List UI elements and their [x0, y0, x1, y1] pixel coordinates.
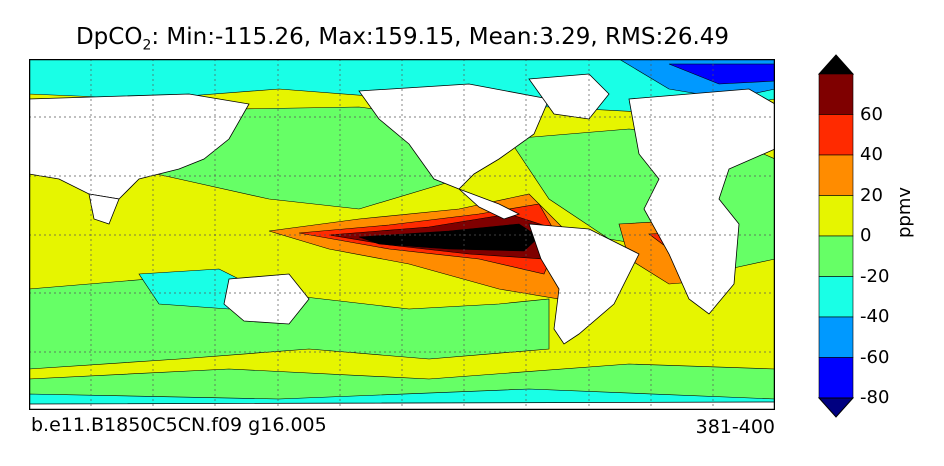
land-south-america — [528, 223, 640, 345]
land-europe-africa — [628, 88, 775, 315]
colorbar-unit-label: ppmv — [894, 186, 915, 238]
ocean-map — [29, 59, 775, 410]
colorbar-tick-label: 40 — [860, 144, 883, 165]
colorbar-band — [818, 316, 854, 358]
land-north-america — [358, 83, 550, 190]
title-stats: : Min:-115.26, Max:159.15, Mean:3.29, RM… — [151, 24, 730, 50]
colorbar-tick-label: -20 — [860, 265, 890, 287]
case-name: b.e11.B1850C5CN.f09 g16.005 — [31, 414, 327, 436]
colorbar-tick-label: -60 — [860, 346, 890, 368]
colorbar — [818, 54, 854, 418]
colorbar-tick-label: 20 — [860, 184, 883, 206]
region-equatorial-black — [358, 223, 540, 252]
colorbar-tick-label: -80 — [860, 387, 890, 408]
region-arctic-darkblue — [668, 63, 775, 85]
graticule — [29, 59, 775, 410]
land-asia — [29, 93, 250, 200]
map-title: DpCO2: Min:-115.26, Max:159.15, Mean:3.2… — [75, 24, 730, 54]
colorbar-tick-label: 0 — [860, 225, 872, 246]
colorbar-band — [818, 114, 854, 156]
year-range: 381-400 — [695, 416, 775, 438]
colorbar-extension-bottom — [818, 397, 854, 418]
colorbar-band — [818, 73, 854, 115]
continents — [29, 73, 775, 410]
colorbar-tick-label: 60 — [860, 103, 883, 125]
colorbar-tick-label: -40 — [860, 306, 890, 327]
land-india — [88, 193, 120, 225]
colorbar-band — [818, 276, 854, 318]
colorbar-band — [818, 195, 854, 237]
colorbar-extension-top — [818, 54, 854, 75]
colorbar-band — [818, 154, 854, 196]
title-subscript: 2 — [142, 37, 152, 54]
colorbar-band — [818, 235, 854, 277]
colorbar-band — [818, 357, 854, 399]
land-central-america — [458, 188, 521, 220]
map-frame — [29, 59, 775, 410]
land-australia — [223, 273, 310, 325]
